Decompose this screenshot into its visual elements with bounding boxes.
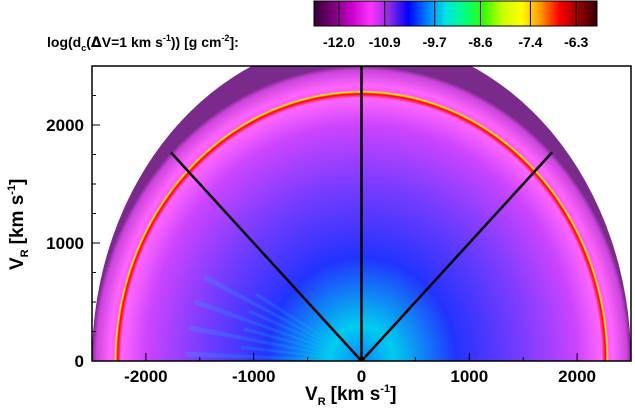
colorbar-label: log(dc(ΔV=1 km s-1)) [g cm-2]: bbox=[47, 33, 239, 53]
y-axis-tick-label: 1000 bbox=[46, 234, 84, 253]
x-axis-tick-label: -2000 bbox=[124, 367, 167, 386]
x-axis-tick-label: -1000 bbox=[232, 367, 275, 386]
colorbar bbox=[313, 0, 598, 27]
x-axis-tick-label: 1000 bbox=[450, 367, 488, 386]
colorbar-tick-label: -8.6 bbox=[468, 34, 492, 50]
colorbar-tick-label: -12.0 bbox=[323, 34, 355, 50]
x-axis-tick-label: 2000 bbox=[558, 367, 596, 386]
sector-line bbox=[360, 151, 553, 361]
colorbar-tick-label: -10.9 bbox=[369, 34, 401, 50]
colorbar-tick-label: -7.4 bbox=[518, 34, 542, 50]
x-axis-ticks bbox=[91, 353, 632, 361]
x-axis-tick-label: 0 bbox=[357, 367, 366, 386]
y-axis-tick-label: 0 bbox=[75, 352, 84, 371]
y-axis-ticks bbox=[92, 65, 100, 362]
y-axis-label: VR[km s-1] bbox=[6, 179, 31, 270]
x-axis-label: VR [km s-1] bbox=[305, 383, 396, 408]
y-axis-tick-label: 2000 bbox=[46, 116, 84, 135]
sector-lines bbox=[170, 66, 553, 361]
colorbar-tick-label: -6.3 bbox=[564, 34, 588, 50]
velocity-map-rays bbox=[186, 274, 362, 361]
colorbar-tick-label: -9.7 bbox=[423, 34, 447, 50]
y-axis-tick-labels: 0 1000 2000 bbox=[46, 116, 84, 371]
colorbar-ticks bbox=[338, 1, 577, 26]
colorbar-tick-labels: -12.0 -10.9 -9.7 -8.6 -7.4 -6.3 bbox=[323, 34, 588, 50]
sector-line bbox=[170, 151, 363, 361]
x-axis-tick-labels: -2000 -1000 0 1000 2000 bbox=[124, 367, 596, 386]
